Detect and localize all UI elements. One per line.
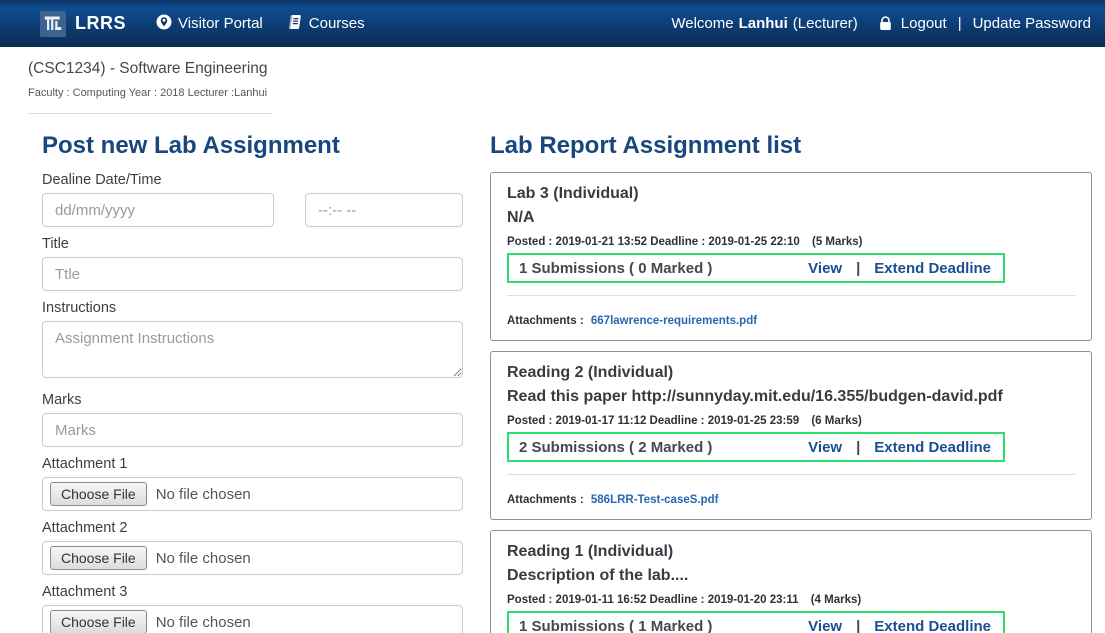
card-divider bbox=[507, 295, 1075, 296]
link-separator: | bbox=[856, 259, 861, 277]
update-password-link[interactable]: Update Password bbox=[972, 15, 1091, 32]
choose-file-button[interactable]: Choose File bbox=[50, 482, 147, 506]
link-separator: | bbox=[856, 438, 861, 456]
form-title: Post new Lab Assignment bbox=[42, 132, 340, 159]
attachment1-label: Attachment 1 bbox=[42, 456, 128, 472]
instructions-label: Instructions bbox=[42, 300, 117, 316]
nav-item-visitor-portal[interactable]: Visitor Portal bbox=[156, 14, 263, 34]
user-role: (Lecturer) bbox=[792, 15, 858, 32]
link-separator: | bbox=[856, 617, 861, 633]
assignment-card: Reading 1 (Individual) Description of th… bbox=[490, 530, 1092, 633]
view-link[interactable]: View bbox=[808, 259, 843, 277]
attachments-label: Attachments : bbox=[507, 494, 584, 506]
attachments-line: Attachments : 667lawrence-requirements.p… bbox=[507, 315, 1075, 327]
deadline-label: Dealine Date/Time bbox=[42, 172, 162, 188]
submission-bar: 1 Submissions ( 0 Marked ) View | Extend… bbox=[507, 253, 1005, 283]
nav-separator: | bbox=[957, 15, 962, 32]
globe-icon bbox=[156, 14, 172, 34]
lock-icon bbox=[879, 16, 892, 31]
attachment3-label: Attachment 3 bbox=[42, 584, 128, 600]
attachments-line: Attachments : 586LRR-Test-caseS.pdf bbox=[507, 494, 1075, 506]
attachment-file-link[interactable]: 667lawrence-requirements.pdf bbox=[590, 315, 758, 327]
view-link[interactable]: View bbox=[808, 617, 843, 633]
header-divider bbox=[28, 113, 272, 114]
marks-badge: (5 Marks) bbox=[811, 236, 863, 248]
username: Lanhui bbox=[738, 15, 788, 32]
submission-count: 1 Submissions ( 0 Marked ) bbox=[519, 259, 713, 277]
assignment-description: Read this paper http://sunnyday.mit.edu/… bbox=[507, 388, 1003, 405]
assignment-card: Lab 3 (Individual) N/A Posted : 2019-01-… bbox=[490, 172, 1092, 341]
choose-file-button[interactable]: Choose File bbox=[50, 546, 147, 570]
file-status: No file chosen bbox=[155, 613, 251, 631]
posted-deadline-text: Posted : 2019-01-17 11:12 Deadline : 201… bbox=[507, 415, 800, 427]
brand[interactable]: LRRS bbox=[40, 10, 126, 37]
attachments-label: Attachments : bbox=[507, 315, 584, 327]
marks-badge: (4 Marks) bbox=[810, 594, 862, 606]
extend-deadline-link[interactable]: Extend Deadline bbox=[874, 438, 991, 456]
assignment-list: Lab Report Assignment list Lab 3 (Indivi… bbox=[490, 132, 1092, 633]
instructions-textarea[interactable] bbox=[42, 321, 463, 378]
extend-deadline-link[interactable]: Extend Deadline bbox=[874, 259, 991, 277]
nav-links: Visitor Portal Courses bbox=[156, 14, 365, 34]
course-title: (CSC1234) - Software Engineering bbox=[28, 60, 268, 77]
assignment-posted-line: Posted : 2019-01-11 16:52 Deadline : 201… bbox=[507, 594, 1075, 606]
list-title: Lab Report Assignment list bbox=[490, 132, 802, 159]
book-icon bbox=[287, 14, 303, 34]
assignment-description: Description of the lab.... bbox=[507, 567, 689, 584]
title-label: Title bbox=[42, 236, 69, 252]
file-status: No file chosen bbox=[155, 485, 251, 503]
attachment2-label: Attachment 2 bbox=[42, 520, 128, 536]
marks-label: Marks bbox=[42, 392, 82, 408]
posted-deadline-text: Posted : 2019-01-21 13:52 Deadline : 201… bbox=[507, 236, 800, 248]
card-divider bbox=[507, 474, 1075, 475]
attachment3-file-input[interactable]: Choose File No file chosen bbox=[42, 605, 463, 633]
assignment-title: Reading 1 (Individual) bbox=[507, 543, 674, 560]
nav-item-label: Courses bbox=[308, 15, 365, 32]
file-status: No file chosen bbox=[155, 549, 251, 567]
assignment-posted-line: Posted : 2019-01-17 11:12 Deadline : 201… bbox=[507, 415, 1075, 427]
submission-count: 2 Submissions ( 2 Marked ) bbox=[519, 438, 713, 456]
assignment-description: N/A bbox=[507, 209, 535, 226]
nav-item-courses[interactable]: Courses bbox=[287, 14, 365, 34]
assignment-posted-line: Posted : 2019-01-21 13:52 Deadline : 201… bbox=[507, 236, 1075, 248]
navbar: LRRS Visitor Portal Course bbox=[0, 0, 1105, 47]
deadline-time-input[interactable] bbox=[305, 193, 463, 227]
attachment2-file-input[interactable]: Choose File No file chosen bbox=[42, 541, 463, 575]
lrrs-logo-icon bbox=[40, 10, 66, 37]
submission-count: 1 Submissions ( 1 Marked ) bbox=[519, 617, 713, 633]
marks-input[interactable] bbox=[42, 413, 463, 447]
course-meta: Faculty : Computing Year : 2018 Lecturer… bbox=[28, 87, 268, 99]
attachment-file-link[interactable]: 586LRR-Test-caseS.pdf bbox=[590, 494, 719, 506]
logout-link[interactable]: Logout bbox=[900, 15, 947, 32]
brand-name: LRRS bbox=[75, 13, 126, 33]
welcome-text: Welcome bbox=[671, 15, 734, 32]
deadline-date-input[interactable] bbox=[42, 193, 274, 227]
post-assignment-form: Post new Lab Assignment Dealine Date/Tim… bbox=[42, 132, 463, 633]
submission-bar: 1 Submissions ( 1 Marked ) View | Extend… bbox=[507, 611, 1005, 633]
attachment1-file-input[interactable]: Choose File No file chosen bbox=[42, 477, 463, 511]
submission-bar: 2 Submissions ( 2 Marked ) View | Extend… bbox=[507, 432, 1005, 462]
choose-file-button[interactable]: Choose File bbox=[50, 610, 147, 633]
marks-badge: (6 Marks) bbox=[811, 415, 862, 427]
assignment-card: Reading 2 (Individual) Read this paper h… bbox=[490, 351, 1092, 520]
view-link[interactable]: View bbox=[808, 438, 843, 456]
assignment-title: Lab 3 (Individual) bbox=[507, 185, 639, 202]
posted-deadline-text: Posted : 2019-01-11 16:52 Deadline : 201… bbox=[507, 594, 799, 606]
page-body: (CSC1234) - Software Engineering Faculty… bbox=[0, 60, 1105, 633]
title-input[interactable] bbox=[42, 257, 463, 291]
assignment-title: Reading 2 (Individual) bbox=[507, 364, 674, 381]
nav-item-label: Visitor Portal bbox=[178, 15, 263, 32]
extend-deadline-link[interactable]: Extend Deadline bbox=[874, 617, 991, 633]
navbar-user-area: Welcome Lanhui (Lecturer) Logout | Updat… bbox=[671, 15, 1091, 32]
